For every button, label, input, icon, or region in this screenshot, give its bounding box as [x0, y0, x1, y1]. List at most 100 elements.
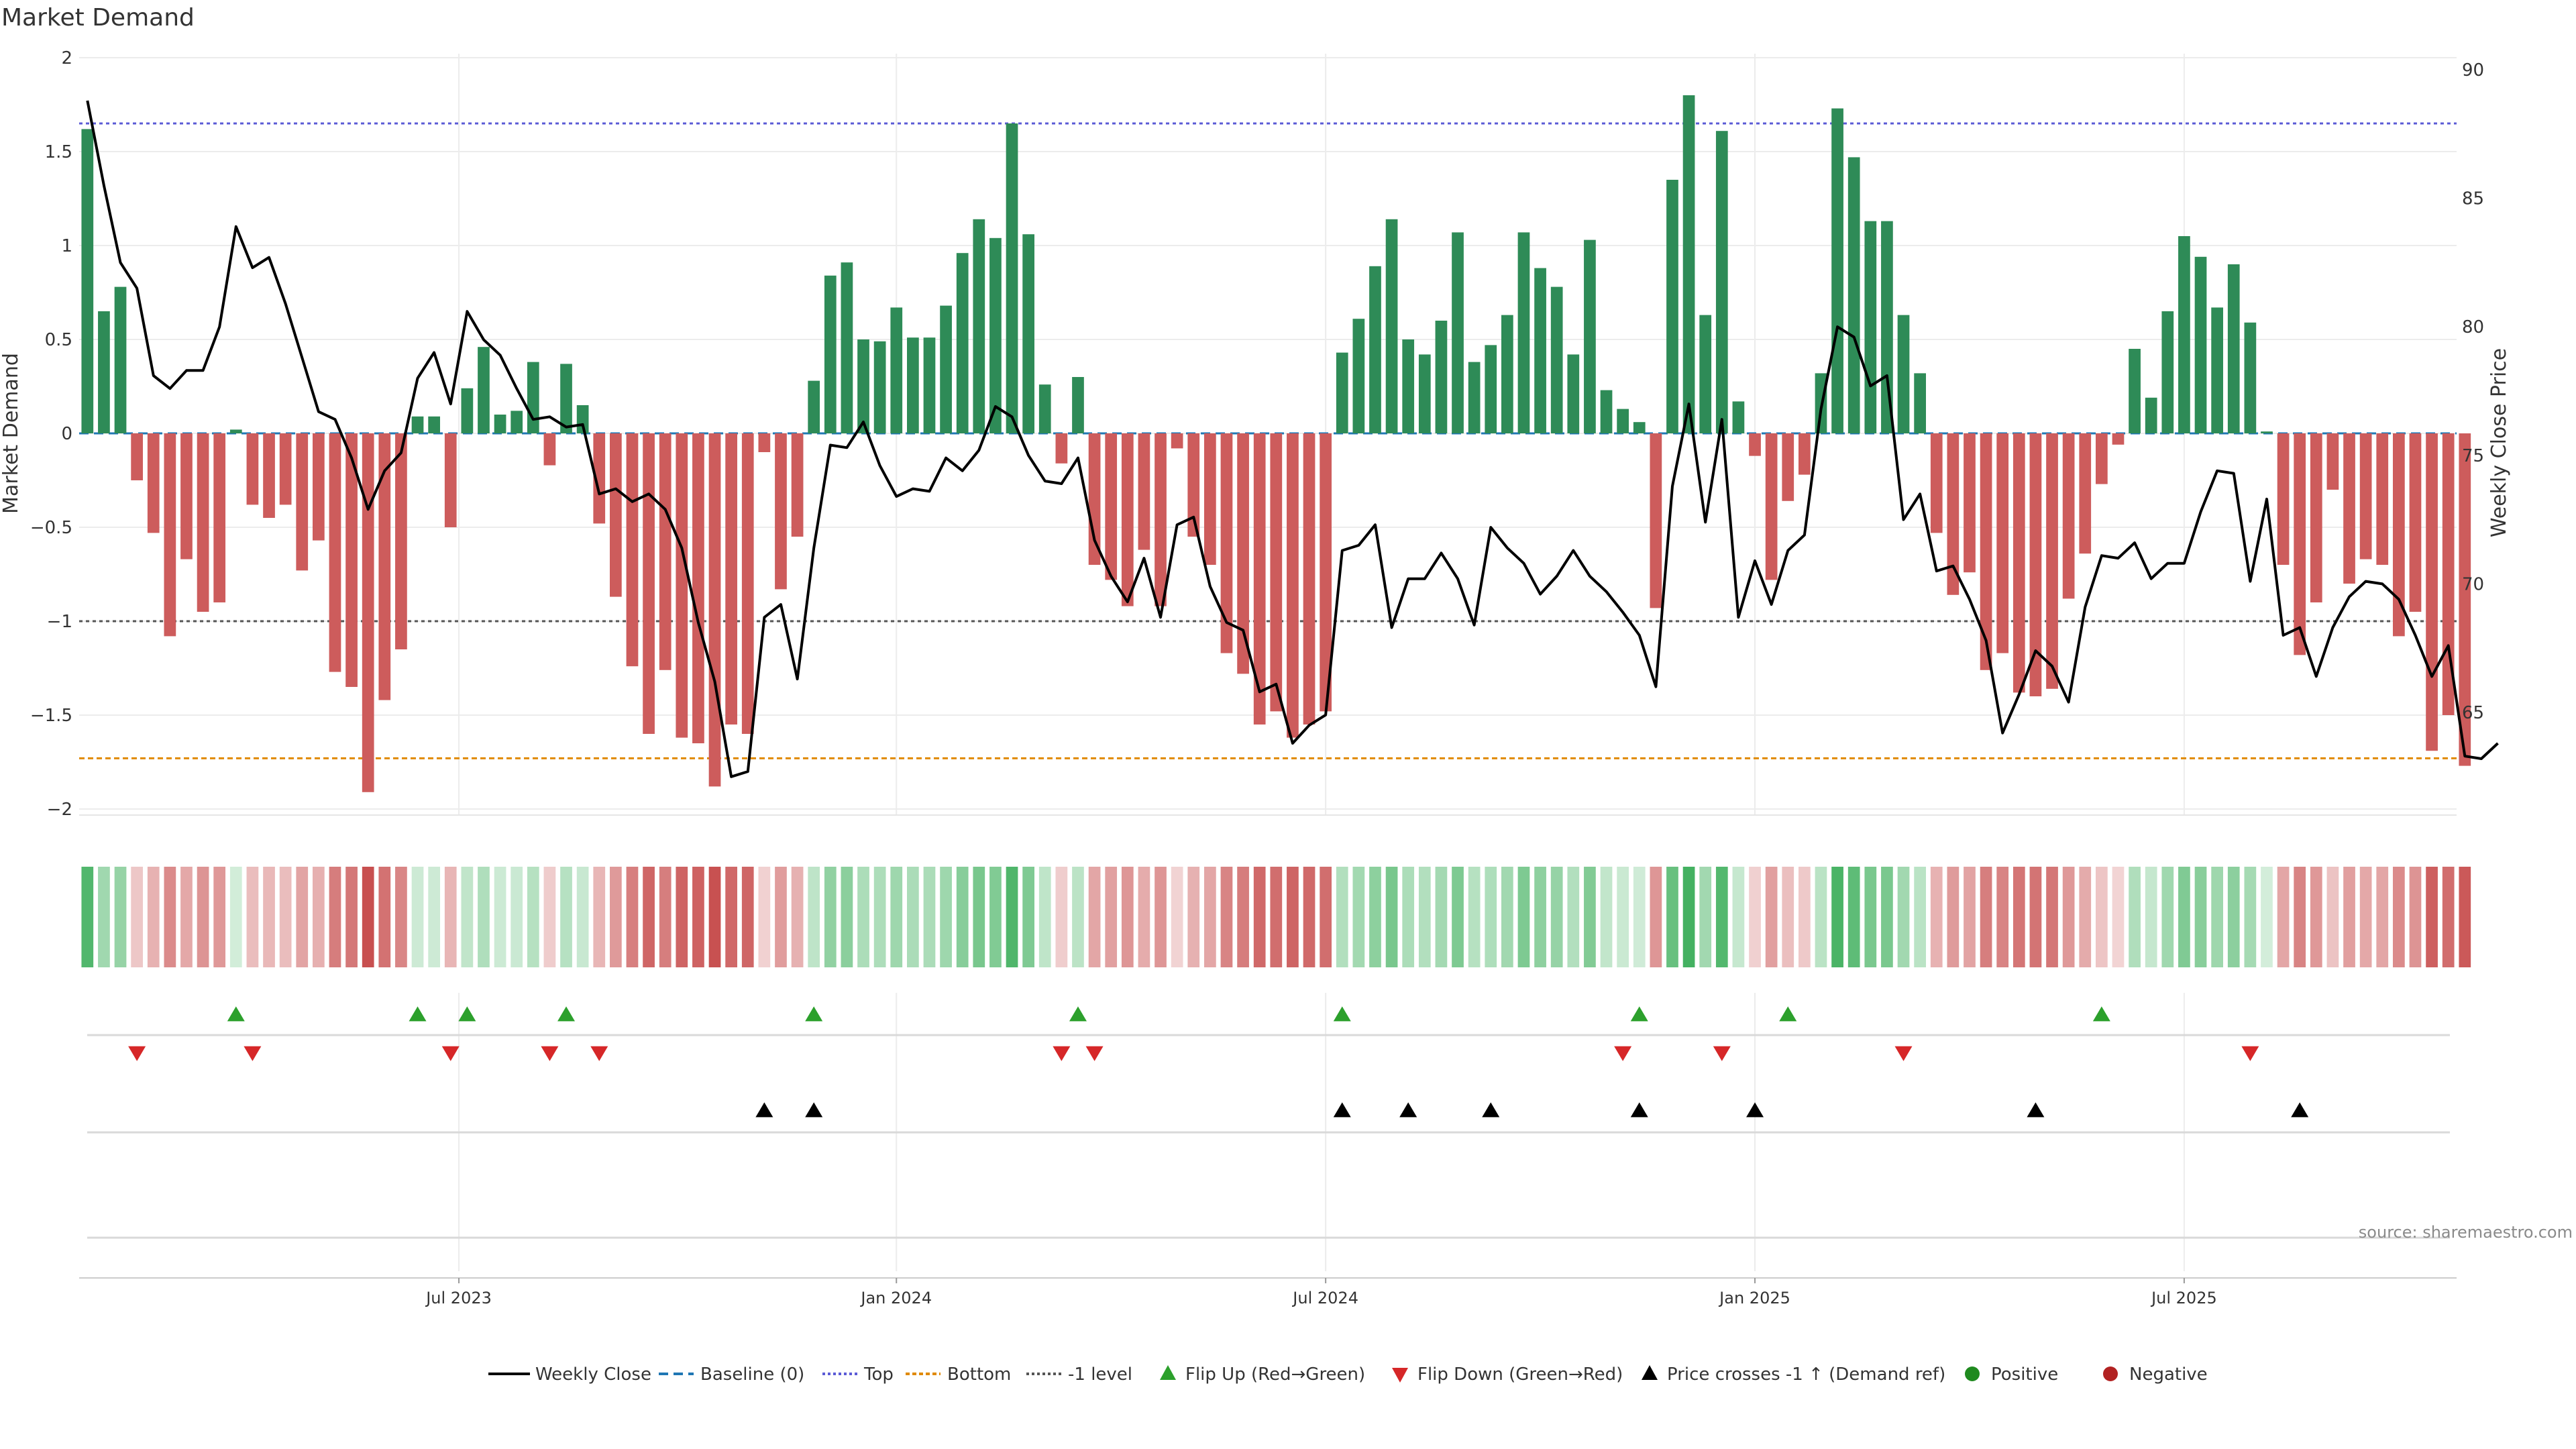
- heat-strip-cell: [808, 867, 820, 967]
- positive-demand-bar: [1864, 221, 1877, 433]
- heat-strip-cell: [98, 867, 110, 967]
- positive-demand-bar: [1666, 180, 1678, 433]
- heat-strip-cell: [197, 867, 209, 967]
- positive-demand-bar: [1418, 354, 1431, 433]
- heat-strip-cell: [1633, 867, 1646, 967]
- flip-down-marker: [128, 1046, 146, 1061]
- gridlines: [79, 54, 2457, 1271]
- positive-demand-bar: [1352, 319, 1365, 433]
- negative-demand-bar: [725, 433, 737, 724]
- positive-demand-bar: [873, 341, 886, 433]
- heat-strip-cell: [2277, 867, 2290, 967]
- y2-tick-label: 70: [2462, 574, 2484, 594]
- heat-strip-cell: [2294, 867, 2306, 967]
- heat-strip-cell: [543, 867, 556, 967]
- negative-demand-bar: [1155, 433, 1167, 606]
- flip-up-marker: [1779, 1006, 1797, 1022]
- positive-demand-bar: [808, 380, 820, 433]
- legend-swatch-price-cross: [1642, 1365, 1658, 1380]
- heat-strip-cell: [1088, 867, 1101, 967]
- heat-strip-cell: [1435, 867, 1448, 967]
- heat-strip-cell: [329, 867, 341, 967]
- positive-demand-bar: [527, 362, 539, 433]
- negative-demand-bar: [395, 433, 407, 649]
- positive-demand-bar: [1501, 315, 1513, 433]
- flip-down-marker: [244, 1046, 262, 1061]
- positive-demand-bar: [1567, 354, 1580, 433]
- heat-strip-cell: [2145, 867, 2157, 967]
- positive-demand-bar: [1435, 321, 1448, 433]
- negative-demand-bar: [313, 433, 325, 541]
- legend-label: Price crosses -1 ↑ (Demand ref): [1667, 1364, 1945, 1385]
- flip-up-marker: [458, 1006, 476, 1022]
- positive-demand-bar: [1584, 239, 1596, 433]
- negative-demand-bar: [643, 433, 655, 734]
- y2-tick-label: 80: [2462, 317, 2484, 337]
- heat-strip-cell: [1732, 867, 1745, 967]
- flip-up-marker: [1630, 1006, 1648, 1022]
- negative-demand-bar: [1204, 433, 1216, 565]
- negative-demand-bar: [1237, 433, 1249, 674]
- heat-strip-cell: [1385, 867, 1398, 967]
- heat-strip-cell: [1055, 867, 1068, 967]
- x-tick-label: Jan 2024: [859, 1289, 932, 1307]
- negative-demand-bar: [2294, 433, 2306, 655]
- heat-strip-cell: [1270, 867, 1283, 967]
- heat-strip-cell: [2227, 867, 2240, 967]
- heat-strip-cell: [229, 867, 242, 967]
- heat-strip-cell: [1584, 867, 1596, 967]
- negative-demand-bar: [329, 433, 341, 672]
- heat-strip-cell: [626, 867, 639, 967]
- heat-strip-cell: [1782, 867, 1794, 967]
- heat-strip-cell: [1749, 867, 1761, 967]
- negative-demand-bar: [1320, 433, 1332, 712]
- heat-strip-cell: [708, 867, 721, 967]
- positive-demand-bar: [1534, 268, 1546, 433]
- positive-demand-bar: [907, 337, 919, 433]
- negative-demand-bar: [1138, 433, 1150, 550]
- positive-demand-bar: [1847, 157, 1860, 433]
- heat-strip-cell: [560, 867, 572, 967]
- negative-demand-bar: [2046, 433, 2058, 689]
- heat-strip-cell: [2343, 867, 2355, 967]
- negative-demand-bar: [2442, 433, 2455, 715]
- weekly-close-line: [86, 100, 2499, 778]
- heat-strip-cell: [1947, 867, 1960, 967]
- positive-demand-bar: [2227, 264, 2240, 433]
- heat-strip-cell: [1650, 867, 1662, 967]
- heat-strip-cell: [940, 867, 952, 967]
- heat-strip-cell: [1881, 867, 1893, 967]
- flip-down-marker: [1614, 1046, 1632, 1061]
- flip-down-marker: [590, 1046, 608, 1061]
- heat-strip-cell: [263, 867, 275, 967]
- negative-demand-bar: [1220, 433, 1233, 653]
- negative-demand-bar: [775, 433, 787, 590]
- heat-strip-cell: [643, 867, 655, 967]
- positive-demand-bar: [923, 337, 936, 433]
- positive-demand-bar: [1550, 286, 1563, 433]
- heat-strip-cell: [676, 867, 688, 967]
- heat-strip-cell: [428, 867, 440, 967]
- heat-strip-cell: [1402, 867, 1415, 967]
- heat-strip-cell: [2442, 867, 2455, 967]
- chart-title: Market Demand: [1, 4, 195, 32]
- legend-swatch-negative: [2103, 1366, 2118, 1381]
- negative-demand-bar: [2393, 433, 2405, 637]
- positive-demand-bar: [2178, 236, 2190, 433]
- heat-strip-cell: [758, 867, 771, 967]
- negative-demand-bar: [279, 433, 292, 505]
- positive-demand-bar: [428, 416, 440, 433]
- heat-strip-cell: [511, 867, 523, 967]
- y2-axis-label: Weekly Close Price: [2487, 348, 2511, 537]
- heat-strip-cell: [1105, 867, 1118, 967]
- negative-demand-bar: [1055, 433, 1068, 464]
- heat-strip-cell: [1567, 867, 1580, 967]
- heat-strip-cell: [873, 867, 886, 967]
- y-tick-label: −1: [47, 612, 72, 632]
- flip-down-marker: [1053, 1046, 1071, 1061]
- heat-strip-cell: [2079, 867, 2092, 967]
- heat-strip-cell: [2046, 867, 2058, 967]
- heat-strip-cell: [1847, 867, 1860, 967]
- y-tick-label: 1: [61, 236, 72, 256]
- heat-strip-cell: [1468, 867, 1481, 967]
